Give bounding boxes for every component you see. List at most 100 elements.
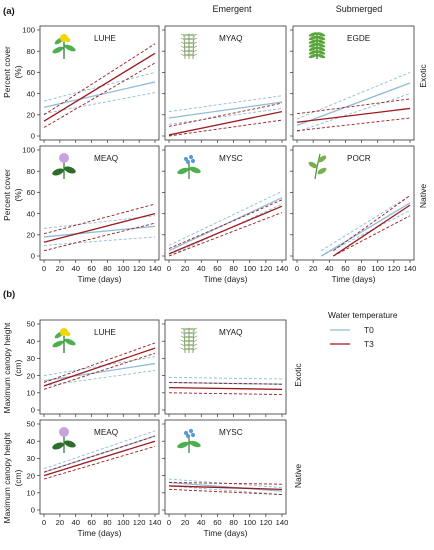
- x-axis-title: Time (days): [204, 528, 248, 538]
- x-tick-label: 120: [388, 264, 401, 273]
- panel-label: MYAQ: [219, 34, 243, 43]
- panel-a-EGDE: EGDE: [290, 25, 415, 143]
- a-row2-ylabel-line1: Percent cover: [2, 169, 12, 221]
- y-tick-label: 10: [27, 389, 35, 398]
- x-tick-label: 80: [357, 264, 365, 273]
- yellow-flower-plant-icon: [52, 328, 76, 353]
- series-T0-upper-ci: [296, 71, 411, 120]
- legend-label-t0: T0: [364, 325, 374, 335]
- a-row1-ylabel-line2: (%): [13, 65, 23, 78]
- y-tick-label: 100: [22, 146, 35, 155]
- series-T3-upper-ci: [43, 43, 156, 116]
- series-T3-lower-ci: [43, 62, 156, 128]
- series-T3-lower-ci: [296, 117, 411, 132]
- series-T3-lower-ci: [168, 488, 283, 495]
- section-label-a: (a): [3, 6, 15, 17]
- panel-label: MYSC: [219, 428, 243, 437]
- x-tick-label: 140: [276, 518, 289, 527]
- x-tick-label: 20: [181, 264, 189, 273]
- x-tick-label: 40: [197, 264, 205, 273]
- y-tick-label: 20: [27, 371, 35, 380]
- series-T0-line: [296, 82, 411, 127]
- x-tick-label: 140: [276, 264, 289, 273]
- series-T3-line: [296, 107, 411, 123]
- series-T0-line: [168, 101, 283, 119]
- y-tick-label: 50: [27, 420, 35, 429]
- series-T3-upper-ci: [43, 435, 156, 473]
- panel-label: LUHE: [94, 328, 116, 337]
- series-T3-line: [168, 485, 283, 491]
- header-submerged: Submerged: [336, 4, 383, 14]
- series-T0-lower-ci: [168, 485, 283, 495]
- panel-b-MYSC: 0 20 40 60 80 100 120 140 Time (days) MYSC: [162, 419, 289, 538]
- x-tick-label: 100: [371, 264, 384, 273]
- x-axis-title: Time (days): [204, 274, 248, 284]
- y-tick-label: 0: [31, 406, 35, 415]
- series-T0-upper-ci: [168, 95, 283, 113]
- x-tick-label: 40: [71, 518, 79, 527]
- x-tick-label: 60: [213, 264, 221, 273]
- x-tick-label: 20: [56, 264, 64, 273]
- series-T0-line: [168, 481, 283, 492]
- y-tick-label: 20: [27, 471, 35, 480]
- panel-frame: [164, 319, 287, 415]
- b-row1-ylabel-line2: (cm): [13, 359, 23, 376]
- series-T3-upper-ci: [43, 203, 156, 235]
- series-T3-upper-ci: [296, 98, 411, 115]
- panel-b-MEAQ: 0 10 20 30 40 50 0 20 40 60 80 100 120 140 Time (days)…: [27, 419, 161, 538]
- green-waterweed-icon: [308, 32, 326, 59]
- series-T0-lower-ci: [43, 369, 156, 387]
- b-row2-ylabel-line2: (cm): [13, 469, 23, 486]
- y-tick-label: 0: [31, 132, 35, 141]
- section-label-b: (b): [3, 289, 15, 300]
- row-label-exotic-b: Exotic: [293, 363, 303, 387]
- series-T3-line: [168, 386, 283, 391]
- y-tick-label: 10: [27, 489, 35, 498]
- x-tick-label: 0: [295, 264, 299, 273]
- series-T3-upper-ci: [168, 102, 283, 127]
- x-tick-label: 0: [167, 518, 171, 527]
- x-tick-label: 120: [133, 264, 146, 273]
- x-tick-label: 80: [103, 264, 111, 273]
- series-T3-upper-ci: [168, 482, 283, 485]
- y-tick-label: 20: [27, 111, 35, 120]
- series-T0-lower-ci: [321, 210, 411, 257]
- header-emergent: Emergent: [212, 4, 252, 14]
- b-row2-ylabel-line1: Maximum canopy height: [2, 432, 12, 523]
- series-T0-line: [43, 362, 156, 382]
- series-T0-upper-ci: [168, 376, 283, 380]
- series-T3-lower-ci: [168, 392, 283, 395]
- row-label-native-b: Native: [293, 464, 303, 489]
- y-tick-label: 30: [27, 454, 35, 463]
- panel-b-LUHE: 0 10 20 30 40 50 LUHE: [27, 319, 160, 417]
- panel-a-LUHE: 0 20 40 60 80 100 LUHE: [22, 25, 160, 143]
- x-tick-label: 20: [309, 264, 317, 273]
- panel-frame: [164, 419, 287, 515]
- x-tick-label: 40: [197, 518, 205, 527]
- series-T0-upper-ci: [43, 215, 156, 229]
- y-tick-label: 20: [27, 231, 35, 240]
- panel-label: MYSC: [219, 154, 243, 163]
- panel-label: LUHE: [94, 34, 116, 43]
- series-T3-line: [43, 440, 156, 477]
- panel-label: POCR: [347, 154, 371, 163]
- x-tick-label: 60: [213, 518, 221, 527]
- panel-frame: [39, 419, 160, 515]
- series-T3-line: [43, 212, 156, 243]
- x-tick-label: 100: [243, 264, 256, 273]
- panel-frame: [292, 25, 415, 141]
- purple-mint-flower-icon: [52, 153, 76, 179]
- y-tick-label: 50: [27, 320, 35, 329]
- x-tick-label: 80: [229, 518, 237, 527]
- x-axis-title: Time (days): [78, 274, 122, 284]
- x-tick-label: 120: [260, 264, 273, 273]
- series-T0-lower-ci: [296, 93, 411, 133]
- panel-frame: [164, 25, 287, 141]
- series-T3-upper-ci: [43, 342, 156, 383]
- x-tick-label: 120: [260, 518, 273, 527]
- panel-b-MYAQ: MYAQ: [162, 319, 287, 417]
- x-tick-label: 0: [42, 518, 46, 527]
- a-row2-ylabel-line2: (%): [13, 188, 23, 201]
- panel-frame: [39, 319, 160, 415]
